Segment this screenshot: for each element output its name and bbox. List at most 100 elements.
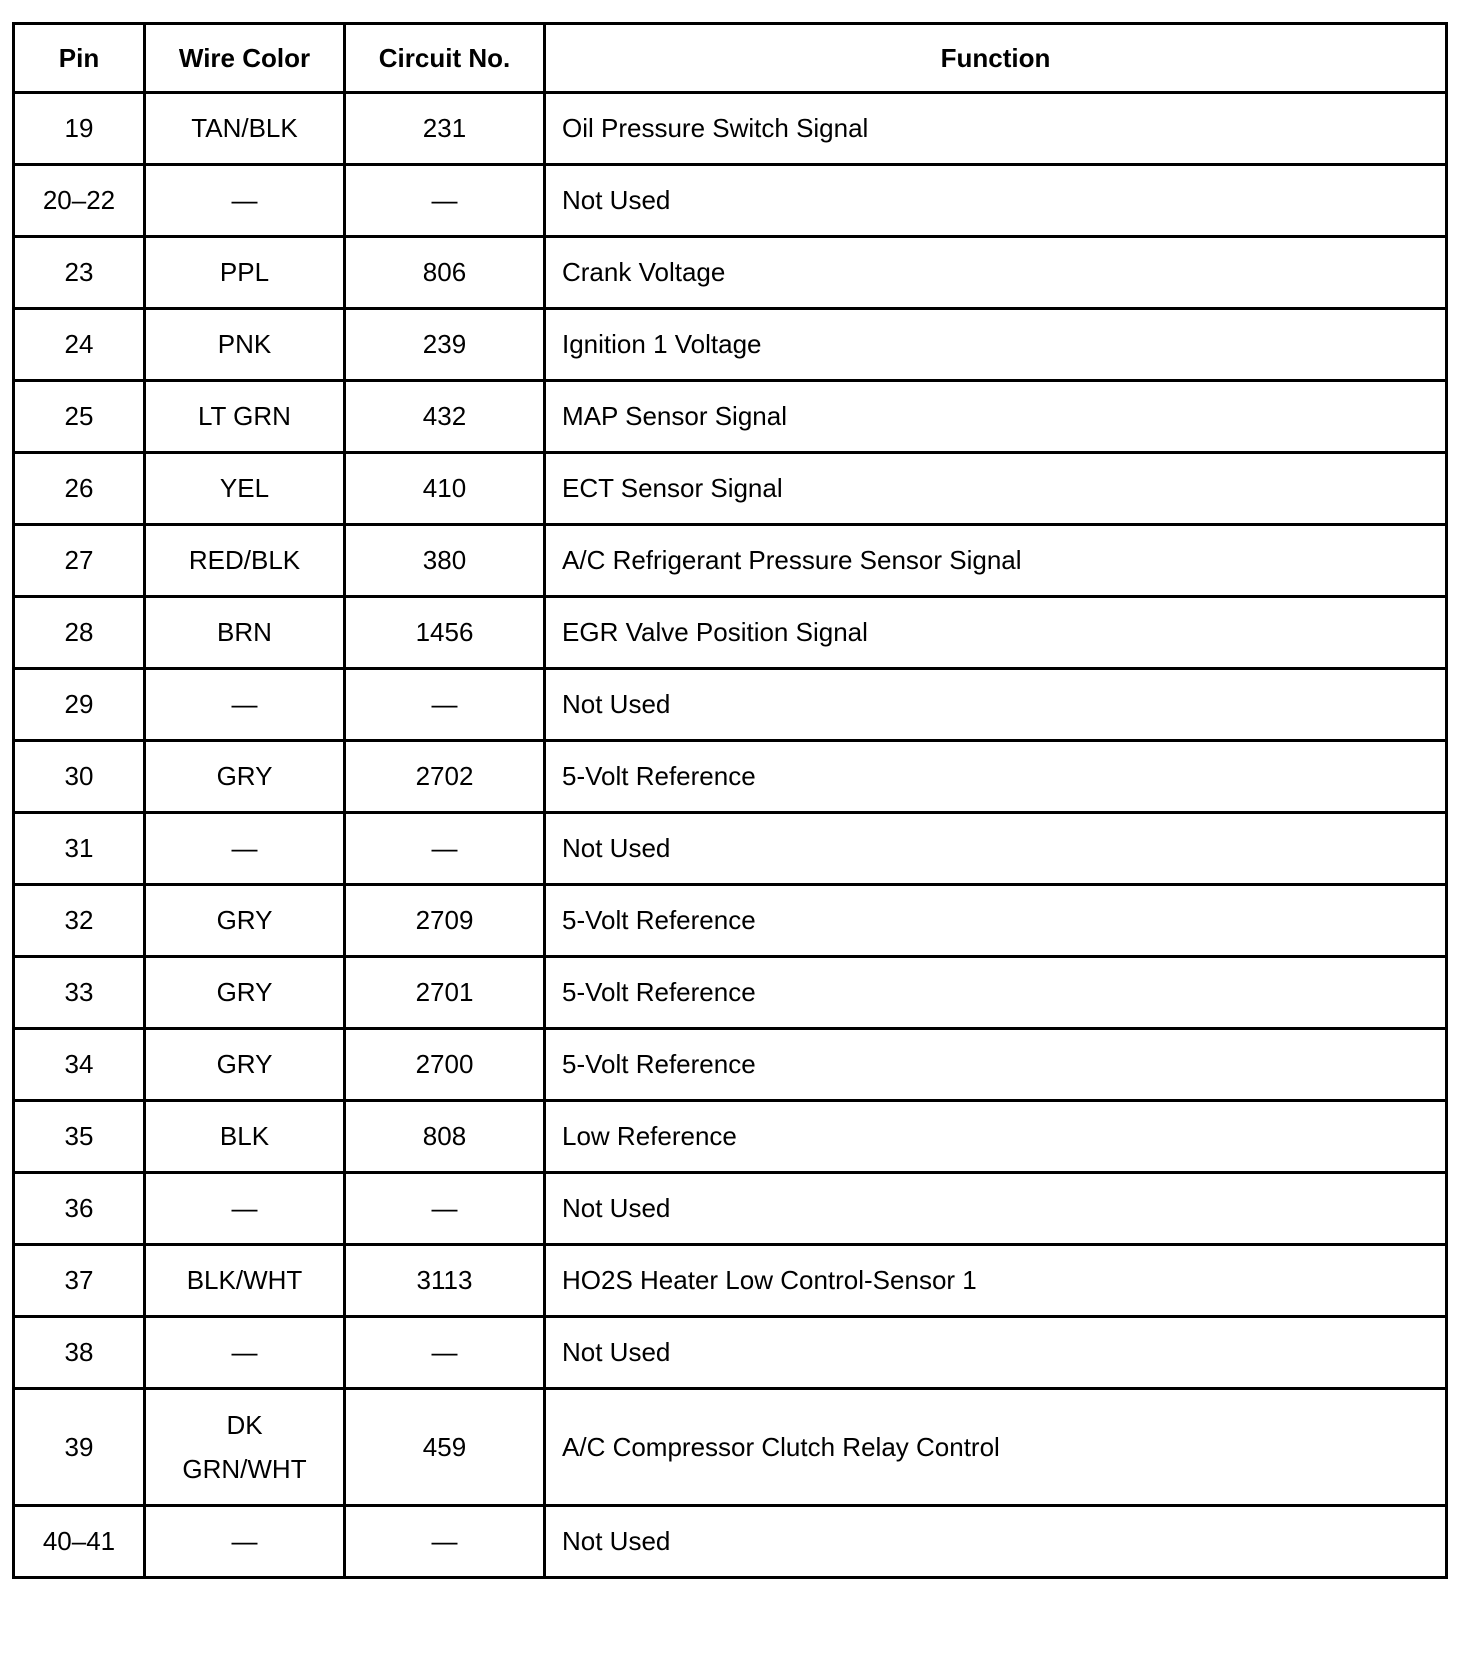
function-cell: Crank Voltage bbox=[543, 235, 1448, 310]
header-pin: Pin bbox=[12, 22, 146, 94]
table-row: 40–41— — Not Used bbox=[12, 1504, 1448, 1579]
function-cell: 5-Volt Reference bbox=[543, 883, 1448, 958]
function-cell: EGR Valve Position Signal bbox=[543, 595, 1448, 670]
table-row: 26 YEL 410 ECT Sensor Signal bbox=[12, 451, 1448, 526]
function-cell: 5-Volt Reference bbox=[543, 955, 1448, 1030]
table-row: 24 PNK 239 Ignition 1 Voltage bbox=[12, 307, 1448, 382]
wire-color-cell: BLK bbox=[143, 1099, 346, 1174]
pin-cell: 33 bbox=[12, 955, 146, 1030]
pin-cell: 35 bbox=[12, 1099, 146, 1174]
function-cell: HO2S Heater Low Control-Sensor 1 bbox=[543, 1243, 1448, 1318]
wire-color-cell: RED/BLK bbox=[143, 523, 346, 598]
pin-cell: 40–41 bbox=[12, 1504, 146, 1579]
pin-cell: 38 bbox=[12, 1315, 146, 1390]
table-row: 23 PPL 806 Crank Voltage bbox=[12, 235, 1448, 310]
header-wire-color: Wire Color bbox=[143, 22, 346, 94]
table-row: 35 BLK 808 Low Reference bbox=[12, 1099, 1448, 1174]
circuit-no-cell: — bbox=[343, 1171, 546, 1246]
function-cell: Not Used bbox=[543, 1171, 1448, 1246]
header-circuit-no: Circuit No. bbox=[343, 22, 546, 94]
header-function: Function bbox=[543, 22, 1448, 94]
header-row: Pin Wire Color Circuit No. Function bbox=[12, 22, 1448, 94]
circuit-no-cell: 3113 bbox=[343, 1243, 546, 1318]
table-row: 38— — Not Used bbox=[12, 1315, 1448, 1390]
function-cell: ECT Sensor Signal bbox=[543, 451, 1448, 526]
table-row: 30 GRY 2702 5-Volt Reference bbox=[12, 739, 1448, 814]
circuit-no-cell: 2700 bbox=[343, 1027, 546, 1102]
circuit-no-cell: 410 bbox=[343, 451, 546, 526]
circuit-no-cell: 380 bbox=[343, 523, 546, 598]
table-row: 39 DK GRN/WHT 459 A/C Compressor Clutch Rela… bbox=[12, 1387, 1448, 1507]
pinout-table: Pin Wire Color Circuit No. Function 19 TA… bbox=[12, 22, 1448, 1579]
circuit-no-cell: 2709 bbox=[343, 883, 546, 958]
table-row: 32 GRY 2709 5-Volt Reference bbox=[12, 883, 1448, 958]
function-cell: Not Used bbox=[543, 1315, 1448, 1390]
wire-color-cell: DK GRN/WHT bbox=[143, 1387, 346, 1507]
circuit-no-cell: 808 bbox=[343, 1099, 546, 1174]
table-row: 34 GRY 2700 5-Volt Reference bbox=[12, 1027, 1448, 1102]
pin-cell: 30 bbox=[12, 739, 146, 814]
function-cell: 5-Volt Reference bbox=[543, 1027, 1448, 1102]
wire-color-cell: — bbox=[143, 163, 346, 238]
pin-cell: 36 bbox=[12, 1171, 146, 1246]
table-row: 20–22— — Not Used bbox=[12, 163, 1448, 238]
circuit-no-cell: 432 bbox=[343, 379, 546, 454]
table-row: 29— — Not Used bbox=[12, 667, 1448, 742]
wire-color-cell: — bbox=[143, 1171, 346, 1246]
function-cell: Not Used bbox=[543, 1504, 1448, 1579]
table-row: 25 LT GRN 432 MAP Sensor Signal bbox=[12, 379, 1448, 454]
pin-cell: 20–22 bbox=[12, 163, 146, 238]
circuit-no-cell: — bbox=[343, 667, 546, 742]
wire-color-cell: — bbox=[143, 811, 346, 886]
function-cell: MAP Sensor Signal bbox=[543, 379, 1448, 454]
pin-cell: 23 bbox=[12, 235, 146, 310]
wire-color-cell: GRY bbox=[143, 883, 346, 958]
pin-cell: 37 bbox=[12, 1243, 146, 1318]
wire-color-cell: GRY bbox=[143, 955, 346, 1030]
circuit-no-cell: — bbox=[343, 811, 546, 886]
wire-color-cell: YEL bbox=[143, 451, 346, 526]
pin-cell: 19 bbox=[12, 91, 146, 166]
wire-color-cell: BLK/WHT bbox=[143, 1243, 346, 1318]
table-row: 28 BRN 1456 EGR Valve Position Signal bbox=[12, 595, 1448, 670]
table-row: 36— — Not Used bbox=[12, 1171, 1448, 1246]
wire-color-cell: — bbox=[143, 667, 346, 742]
table-row: 27 RED/BLK 380 A/C Refrigerant Pressure Sen… bbox=[12, 523, 1448, 598]
pin-cell: 28 bbox=[12, 595, 146, 670]
table-row: 19 TAN/BLK 231 Oil Pressure Switch Signal bbox=[12, 91, 1448, 166]
circuit-no-cell: — bbox=[343, 1504, 546, 1579]
wire-color-cell: BRN bbox=[143, 595, 346, 670]
circuit-no-cell: — bbox=[343, 163, 546, 238]
function-cell: Not Used bbox=[543, 163, 1448, 238]
wire-color-cell: — bbox=[143, 1315, 346, 1390]
pin-cell: 26 bbox=[12, 451, 146, 526]
table-row: 31— — Not Used bbox=[12, 811, 1448, 886]
circuit-no-cell: 459 bbox=[343, 1387, 546, 1507]
pin-cell: 27 bbox=[12, 523, 146, 598]
circuit-no-cell: 2701 bbox=[343, 955, 546, 1030]
wire-color-cell: GRY bbox=[143, 1027, 346, 1102]
table-row: 37 BLK/WHT 3113 HO2S Heater Low Control-Sen… bbox=[12, 1243, 1448, 1318]
function-cell: Not Used bbox=[543, 811, 1448, 886]
wire-color-cell: PPL bbox=[143, 235, 346, 310]
pin-cell: 39 bbox=[12, 1387, 146, 1507]
function-cell: Low Reference bbox=[543, 1099, 1448, 1174]
circuit-no-cell: 2702 bbox=[343, 739, 546, 814]
table-row: 33 GRY 2701 5-Volt Reference bbox=[12, 955, 1448, 1030]
function-cell: Oil Pressure Switch Signal bbox=[543, 91, 1448, 166]
function-cell: Not Used bbox=[543, 667, 1448, 742]
function-cell: A/C Compressor Clutch Relay Control bbox=[543, 1387, 1448, 1507]
function-cell: Ignition 1 Voltage bbox=[543, 307, 1448, 382]
pin-cell: 32 bbox=[12, 883, 146, 958]
circuit-no-cell: 1456 bbox=[343, 595, 546, 670]
wire-color-cell: GRY bbox=[143, 739, 346, 814]
pin-cell: 31 bbox=[12, 811, 146, 886]
wire-color-cell: — bbox=[143, 1504, 346, 1579]
wire-color-cell: TAN/BLK bbox=[143, 91, 346, 166]
circuit-no-cell: 239 bbox=[343, 307, 546, 382]
pin-cell: 34 bbox=[12, 1027, 146, 1102]
circuit-no-cell: 806 bbox=[343, 235, 546, 310]
function-cell: A/C Refrigerant Pressure Sensor Signal bbox=[543, 523, 1448, 598]
wire-color-cell: PNK bbox=[143, 307, 346, 382]
pin-cell: 29 bbox=[12, 667, 146, 742]
